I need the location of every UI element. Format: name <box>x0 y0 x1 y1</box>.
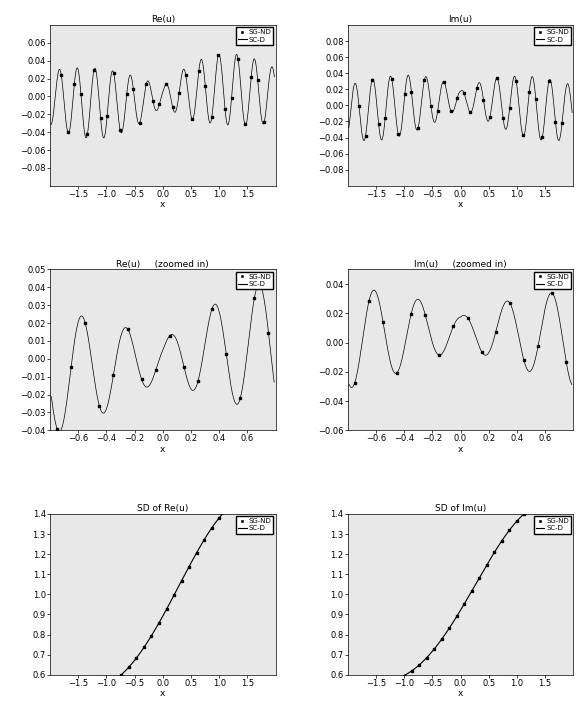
Title: Re(u)     (zoomed in): Re(u) (zoomed in) <box>116 260 209 268</box>
Legend: SG-ND, SC-D: SG-ND, SC-D <box>534 271 571 289</box>
Title: Im(u)     (zoomed in): Im(u) (zoomed in) <box>414 260 507 268</box>
X-axis label: x: x <box>160 201 165 209</box>
X-axis label: x: x <box>458 445 463 454</box>
Title: Re(u): Re(u) <box>151 15 175 24</box>
X-axis label: x: x <box>160 689 165 698</box>
X-axis label: x: x <box>458 201 463 209</box>
Legend: SG-ND, SC-D: SG-ND, SC-D <box>236 271 273 289</box>
Title: Im(u): Im(u) <box>449 15 473 24</box>
Legend: SG-ND, SC-D: SG-ND, SC-D <box>236 27 273 45</box>
Legend: SG-ND, SC-D: SG-ND, SC-D <box>534 516 571 533</box>
Title: SD of Re(u): SD of Re(u) <box>137 504 188 513</box>
Legend: SG-ND, SC-D: SG-ND, SC-D <box>236 516 273 533</box>
Legend: SG-ND, SC-D: SG-ND, SC-D <box>534 27 571 45</box>
X-axis label: x: x <box>458 689 463 698</box>
Title: SD of Im(u): SD of Im(u) <box>435 504 486 513</box>
X-axis label: x: x <box>160 445 165 454</box>
